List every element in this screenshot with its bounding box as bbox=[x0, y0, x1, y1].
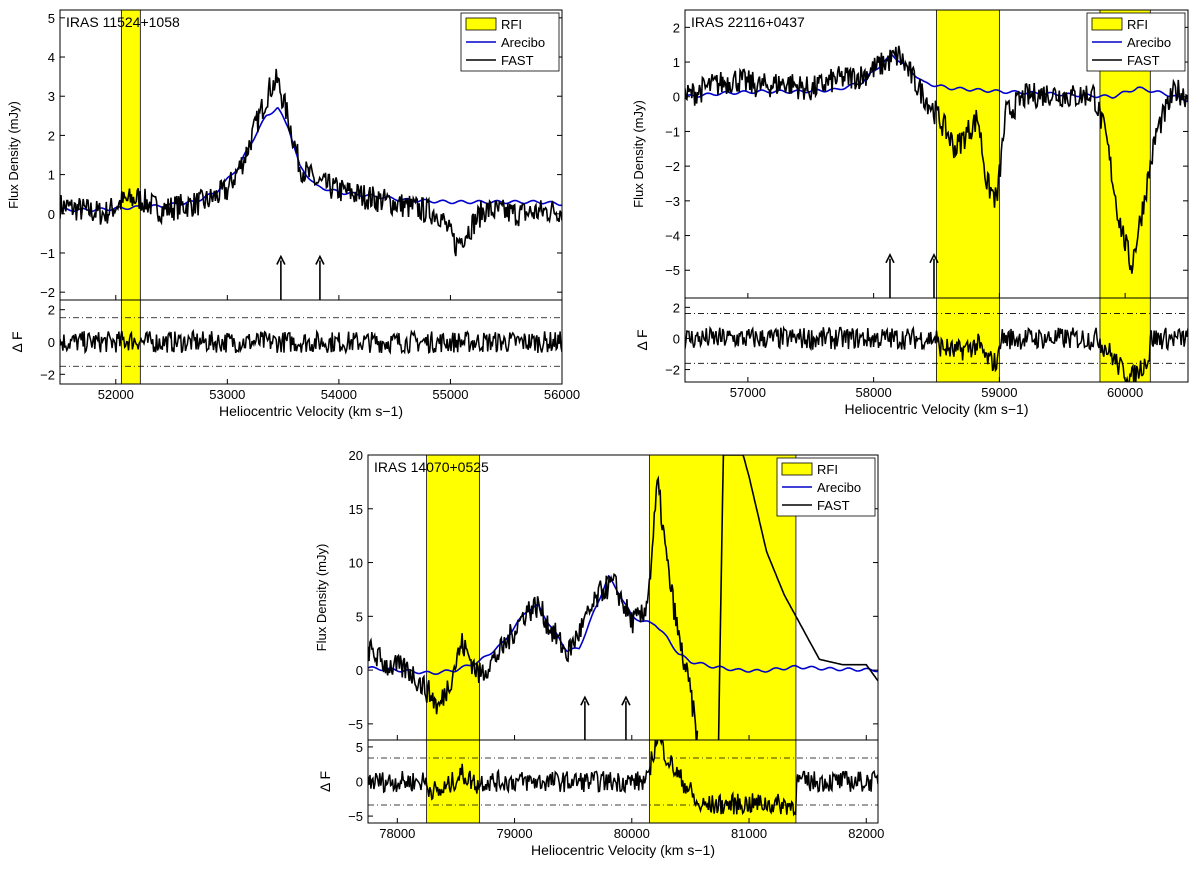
source-label: IRAS 11524+1058 bbox=[66, 14, 180, 30]
residual-y-tick-label: 0 bbox=[48, 335, 55, 350]
x-tick-label: 79000 bbox=[496, 826, 532, 841]
x-tick-label: 82000 bbox=[848, 826, 884, 841]
arrow-head-icon bbox=[621, 695, 631, 706]
rfi-band bbox=[426, 454, 480, 741]
arrow-head-icon bbox=[276, 254, 286, 265]
arrow-head-icon bbox=[315, 254, 325, 265]
y-tick-label: 2 bbox=[673, 20, 680, 35]
y-axis-label: Flux Density (mJy) bbox=[6, 101, 21, 209]
residual-y-label: Δ F bbox=[634, 329, 650, 350]
x-axis-label: Heliocentric Velocity (km s−1) bbox=[844, 401, 1028, 417]
legend-label: FAST bbox=[1127, 53, 1160, 68]
legend-label: Arecibo bbox=[501, 35, 545, 50]
x-tick-label: 53000 bbox=[209, 387, 245, 402]
panel-p3: 78000 79000 80000 81000 82000 −5 0 5 10 15 20 −5 0 5 H… bbox=[314, 448, 884, 858]
residual-y-label: Δ F bbox=[9, 331, 25, 352]
legend-rfi-swatch bbox=[465, 17, 497, 31]
y-tick-label: 5 bbox=[356, 609, 363, 624]
residual-y-tick-label: −5 bbox=[348, 809, 363, 824]
legend-rfi-swatch bbox=[1091, 17, 1123, 31]
residual-y-tick-label: 2 bbox=[48, 303, 55, 318]
fast-line bbox=[368, 475, 699, 740]
source-label: IRAS 22116+0437 bbox=[691, 14, 805, 30]
x-axis-label: Heliocentric Velocity (km s−1) bbox=[219, 403, 403, 419]
residual-y-tick-label: 5 bbox=[356, 740, 363, 755]
y-tick-label: 0 bbox=[356, 663, 363, 678]
fast-line bbox=[60, 68, 562, 257]
legend-label: FAST bbox=[501, 53, 534, 68]
residual-line bbox=[60, 328, 562, 355]
panel-p1: 52000 53000 54000 55000 56000 −2 −1 0 1 2 3 4 5 −2 0 2 H… bbox=[6, 9, 580, 419]
legend-label: RFI bbox=[1127, 17, 1148, 32]
residual-y-tick-label: 2 bbox=[673, 300, 680, 315]
y-tick-label: −5 bbox=[665, 263, 680, 278]
x-tick-label: 54000 bbox=[321, 387, 357, 402]
x-tick-label: 58000 bbox=[856, 385, 892, 400]
y-tick-label: −3 bbox=[665, 194, 680, 209]
x-tick-label: 60000 bbox=[1107, 385, 1143, 400]
x-tick-label: 56000 bbox=[544, 387, 580, 402]
x-tick-label: 52000 bbox=[98, 387, 134, 402]
legend-label: Arecibo bbox=[1127, 35, 1171, 50]
y-tick-label: −1 bbox=[665, 124, 680, 139]
legend-label: RFI bbox=[817, 462, 838, 477]
residual-line bbox=[368, 740, 878, 817]
residual-line bbox=[685, 325, 1188, 382]
residual-y-tick-label: 0 bbox=[673, 331, 680, 346]
y-tick-label: 0 bbox=[48, 207, 55, 222]
y-tick-label: 2 bbox=[48, 128, 55, 143]
arrow-head-icon bbox=[580, 695, 590, 706]
y-tick-label: 4 bbox=[48, 50, 55, 65]
x-tick-label: 59000 bbox=[981, 385, 1017, 400]
arrow-head-icon bbox=[929, 253, 939, 264]
x-tick-label: 55000 bbox=[432, 387, 468, 402]
panel-p2: 57000 58000 59000 60000 −5 −4 −3 −2 −1 0 1 2 −2 0 2 Hel… bbox=[631, 9, 1189, 417]
y-tick-label: 10 bbox=[349, 556, 363, 571]
x-tick-label: 78000 bbox=[379, 826, 415, 841]
rfi-band bbox=[120, 9, 141, 301]
y-tick-label: −2 bbox=[665, 159, 680, 174]
x-tick-label: 81000 bbox=[731, 826, 767, 841]
x-axis-label: Heliocentric Velocity (km s−1) bbox=[531, 842, 715, 858]
residual-y-tick-label: 0 bbox=[356, 775, 363, 790]
residual-y-tick-label: −2 bbox=[665, 363, 680, 378]
legend-label: FAST bbox=[817, 498, 850, 513]
legend-rfi-swatch bbox=[781, 462, 813, 476]
legend-label: RFI bbox=[501, 17, 522, 32]
arrow-head-icon bbox=[885, 253, 895, 264]
fast-line bbox=[717, 455, 878, 740]
y-tick-label: 5 bbox=[48, 11, 55, 26]
source-label: IRAS 14070+0525 bbox=[374, 459, 489, 475]
y-tick-label: 15 bbox=[349, 502, 363, 517]
rfi-band-residual bbox=[1099, 297, 1151, 383]
residual-frame bbox=[684, 297, 1189, 383]
y-tick-label: 1 bbox=[48, 168, 55, 183]
y-tick-label: 1 bbox=[673, 55, 680, 70]
y-axis-label: Flux Density (mJy) bbox=[631, 100, 646, 208]
y-tick-label: −1 bbox=[40, 246, 55, 261]
rfi-band bbox=[936, 9, 1000, 299]
residual-y-tick-label: −2 bbox=[40, 367, 55, 382]
y-axis-label: Flux Density (mJy) bbox=[314, 544, 329, 652]
x-tick-label: 80000 bbox=[614, 826, 650, 841]
y-tick-label: −5 bbox=[348, 717, 363, 732]
y-tick-label: −2 bbox=[40, 285, 55, 300]
fast-line bbox=[685, 45, 1188, 274]
residual-y-label: Δ F bbox=[317, 771, 333, 792]
x-tick-label: 57000 bbox=[730, 385, 766, 400]
y-tick-label: 3 bbox=[48, 89, 55, 104]
y-tick-label: −4 bbox=[665, 229, 680, 244]
legend-label: Arecibo bbox=[817, 480, 861, 495]
y-tick-label: 0 bbox=[673, 90, 680, 105]
y-tick-label: 20 bbox=[349, 448, 363, 463]
